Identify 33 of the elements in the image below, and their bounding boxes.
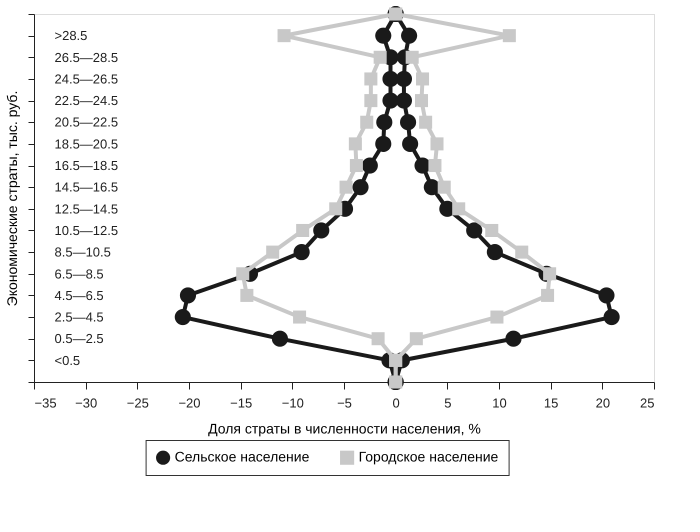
y-tick-label: 6.5—8.5 — [54, 266, 104, 282]
y-tick-label: 12.5—14.5 — [54, 201, 118, 216]
y-tick-label: >28.5 — [54, 28, 88, 44]
x-tick-label: 0 — [392, 396, 400, 410]
y-tick-label: 10.5—12.5 — [54, 222, 118, 238]
y-tick-label: <0.5 — [54, 352, 80, 368]
x-tick-label: −35 — [34, 396, 57, 410]
y-tick-label: 20.5—22.5 — [54, 114, 118, 130]
x-tick-label: 20 — [596, 396, 610, 410]
y-axis-title: Экономические страты, тыс. руб. — [4, 90, 20, 306]
x-axis-title: Доля страты в численности населения, % — [208, 420, 481, 436]
y-tick-label: 26.5—28.5 — [54, 50, 118, 65]
x-tick-label: −20 — [178, 396, 201, 410]
x-tick-label: −25 — [126, 396, 149, 410]
x-tick-label: 5 — [444, 396, 452, 410]
y-tick-label: 16.5—18.5 — [54, 158, 118, 174]
y-tick-label: 8.5—10.5 — [54, 244, 111, 260]
x-tick-label: −10 — [282, 396, 304, 410]
x-tick-label: −5 — [337, 396, 352, 410]
y-tick-label: 24.5—26.5 — [54, 71, 118, 86]
y-tick-label: 22.5—24.5 — [54, 93, 118, 108]
y-tick-label: 18.5—20.5 — [54, 136, 118, 152]
x-tick-label: −15 — [230, 396, 252, 410]
x-tick-label: −30 — [75, 396, 98, 410]
y-tick-label: 0.5—2.5 — [54, 331, 104, 346]
legend-label: Городское население — [358, 448, 499, 465]
y-tick-label: 4.5—6.5 — [54, 288, 104, 303]
y-tick-label: 2.5—4.5 — [54, 310, 104, 325]
x-tick-label: 25 — [640, 396, 654, 410]
x-tick-label: 10 — [492, 396, 507, 410]
legend-label: Сельское население — [174, 448, 310, 465]
y-tick-label: 14.5—16.5 — [54, 180, 118, 195]
x-tick-label: 15 — [544, 396, 558, 410]
